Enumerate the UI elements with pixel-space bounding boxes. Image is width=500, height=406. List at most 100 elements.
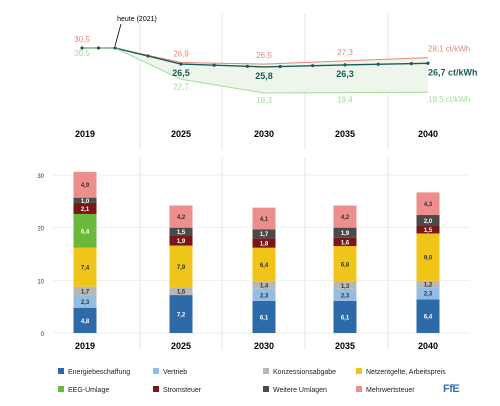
- bar-segment-2035-7: [333, 205, 357, 228]
- bar-label-2019-1: 2,3: [81, 300, 90, 306]
- bar-label-2030-7: 4,1: [260, 217, 269, 223]
- marker-point-7: [278, 64, 282, 69]
- marker-point-5: [212, 63, 216, 67]
- marker-point-8: [311, 64, 315, 68]
- legend-label-3: Netzentgelte, Arbeitspreis: [366, 369, 446, 376]
- marker-point-6: [245, 64, 249, 68]
- bar-label-2025-7: 4,2: [177, 215, 186, 221]
- bar-segment-2030-1: [252, 288, 276, 301]
- legend-swatch-5: [153, 386, 159, 392]
- legend-swatch-6: [263, 386, 269, 392]
- year-header-2030: 2030: [254, 129, 274, 139]
- bar-segment-2035-6: [333, 227, 357, 238]
- bar-label-2025-6: 1,5: [177, 230, 186, 236]
- bar-segment-2030-6: [252, 229, 276, 239]
- line-label-middle-1: 25,8: [255, 71, 273, 81]
- line-label-bottom-4: 19,5 ct/kWh: [428, 95, 470, 104]
- bar-segment-2030-7: [252, 207, 276, 230]
- bar-label-2019-7: 4,9: [81, 183, 90, 189]
- line-label-top-3: 27,3: [337, 48, 353, 57]
- bar-segment-2035-0: [333, 300, 357, 333]
- marker-point-9: [343, 63, 347, 67]
- marker-point-1: [96, 46, 101, 50]
- marker-point-10: [376, 62, 380, 66]
- series-line-2: [82, 47, 429, 94]
- bar-segment-2040-7: [416, 192, 440, 216]
- bar-label-2040-5: 1,5: [424, 228, 433, 234]
- bar-label-2035-3: 6,8: [341, 263, 350, 269]
- bar-segment-2019-1: [73, 295, 97, 308]
- bar-segment-2025-0: [169, 295, 193, 333]
- bar-segment-2040-2: [416, 280, 440, 288]
- bar-segment-2019-4: [73, 213, 97, 248]
- y-tick-20: 20: [37, 227, 44, 233]
- bar-label-2030-2: 1,4: [260, 284, 269, 290]
- annotation-arrow: [114, 23, 122, 47]
- marker-point-3: [146, 54, 150, 58]
- bar-segment-2035-3: [333, 246, 357, 282]
- legend-label-4: EEG-Umlage: [68, 387, 109, 394]
- bar-segment-2019-6: [73, 197, 97, 203]
- bar-segment-2035-1: [333, 288, 357, 301]
- bar-label-2019-5: 2,1: [81, 207, 90, 213]
- bar-label-2035-0: 6,1: [341, 315, 350, 321]
- bar-label-2019-0: 4,8: [81, 319, 90, 325]
- x-category-2025: 2025: [171, 341, 191, 351]
- bar-label-2040-6: 2,0: [424, 219, 433, 225]
- marker-point-0: [80, 46, 84, 50]
- year-header-2040: 2040: [418, 129, 438, 139]
- bar-segment-2025-5: [169, 235, 193, 246]
- bar-label-2030-6: 1,7: [260, 232, 269, 238]
- annotation-heute: heute (2021): [117, 16, 157, 23]
- legend-swatch-7: [356, 386, 362, 392]
- bar-segment-2030-0: [252, 300, 276, 333]
- marker-point-4: [179, 62, 183, 66]
- marker-point-11: [409, 61, 413, 66]
- bar-label-2025-5: 1,9: [177, 239, 186, 245]
- bar-label-2025-2: 1,5: [177, 290, 186, 296]
- bar-segment-2019-0: [73, 307, 97, 333]
- range-band: [82, 48, 428, 93]
- legend-label-0: Energiebeschaffung: [68, 369, 130, 376]
- bar-label-2035-1: 2,3: [341, 293, 350, 299]
- line-label-bottom-2: 19,3: [256, 96, 272, 105]
- bar-label-2030-0: 6,1: [260, 315, 269, 321]
- legend-swatch-2: [263, 368, 269, 374]
- line-label-middle-0: 26,5: [172, 68, 190, 78]
- line-label-bottom-1: 22,7: [173, 82, 189, 91]
- bar-label-2025-3: 7,9: [177, 265, 186, 271]
- year-header-2025: 2025: [171, 129, 191, 139]
- bar-segment-2030-2: [252, 281, 276, 289]
- bar-segment-2030-5: [252, 238, 276, 248]
- bar-segment-2040-3: [416, 233, 440, 281]
- bar-label-2040-0: 6,4: [424, 315, 433, 321]
- bar-label-2040-1: 2,3: [424, 292, 433, 298]
- x-category-2030: 2030: [254, 341, 274, 351]
- line-label-middle-3: 26,7 ct/kWh: [428, 67, 478, 77]
- bar-segment-2035-2: [333, 281, 357, 289]
- line-label-top-1: 26,9: [173, 49, 189, 58]
- legend-swatch-0: [58, 368, 64, 374]
- ffe-logo: FfE: [443, 383, 460, 395]
- bar-label-2019-2: 1,7: [81, 290, 90, 296]
- x-category-2035: 2035: [335, 341, 355, 351]
- marker-point-2: [113, 46, 117, 50]
- legend-label-6: Weitere Umlagen: [273, 387, 327, 394]
- bar-segment-2019-7: [73, 171, 97, 198]
- bar-segment-2040-0: [416, 299, 440, 333]
- bar-label-2035-2: 1,3: [341, 284, 350, 290]
- y-tick-0: 0: [41, 332, 45, 338]
- line-label-middle-2: 26,3: [336, 69, 354, 79]
- y-tick-10: 10: [37, 279, 44, 285]
- legend-label-2: Konzessionsabgabe: [273, 369, 336, 376]
- legend-label-1: Vertrieb: [163, 369, 187, 376]
- bar-label-2030-5: 1,8: [260, 241, 269, 247]
- line-label-top-0: 30,5: [74, 35, 90, 44]
- year-header-2019: 2019: [75, 129, 95, 139]
- legend-label-7: Mehrwertsteuer: [366, 387, 415, 394]
- bar-label-2025-0: 7,2: [177, 313, 186, 319]
- line-label-bottom-0: 30,5: [74, 49, 90, 58]
- bar-segment-2019-3: [73, 247, 97, 287]
- bar-segment-2040-5: [416, 225, 440, 234]
